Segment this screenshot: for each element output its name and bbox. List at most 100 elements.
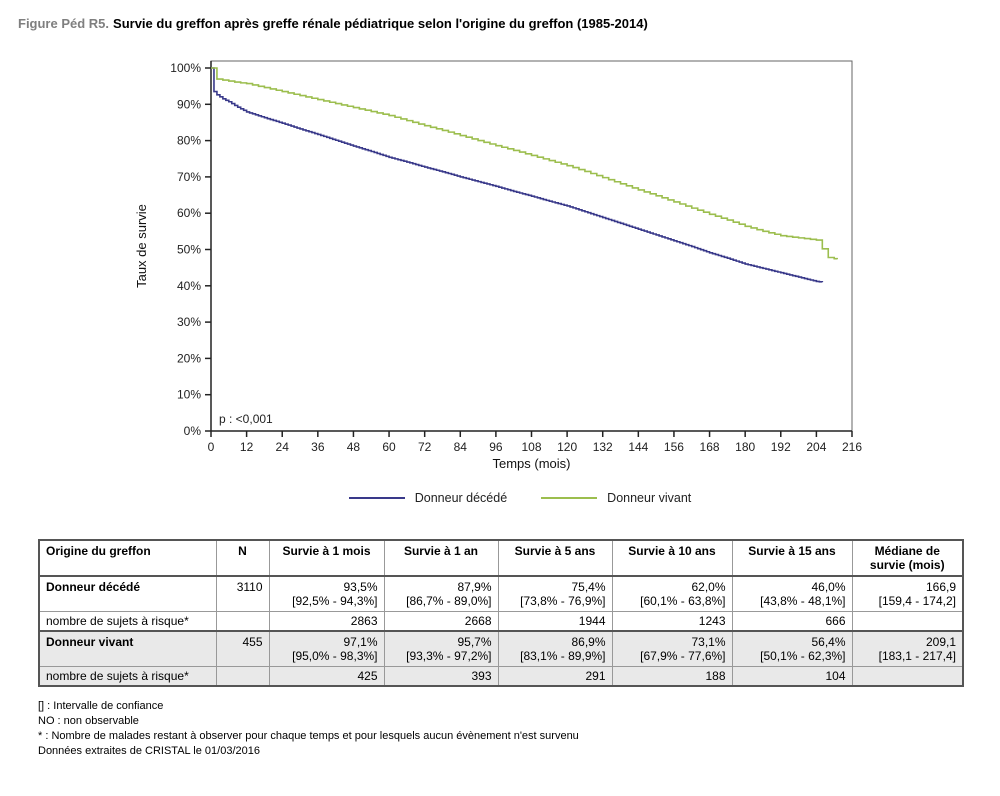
- svg-text:192: 192: [771, 440, 791, 454]
- figure-title: Figure Péd R5. Survie du greffon après gr…: [18, 16, 1000, 31]
- table-cell: 56,4% [50,1% - 62,3%]: [731, 630, 853, 667]
- col-header-n: N: [215, 539, 270, 577]
- footnote-ci: [] : Intervalle de confiance: [38, 700, 164, 712]
- footnote-no: NO : non observable: [38, 715, 139, 727]
- svg-text:72: 72: [418, 440, 432, 454]
- svg-text:144: 144: [628, 440, 648, 454]
- confidence-interval: [43,8% - 48,1%]: [760, 594, 846, 608]
- svg-text:96: 96: [489, 440, 503, 454]
- confidence-interval: [95,0% - 98,3%]: [292, 649, 378, 663]
- value: 209,1: [925, 635, 956, 649]
- table-cell: 209,1 [183,1 - 217,4]: [851, 630, 964, 667]
- table-cell: 46,0% [43,8% - 48,1%]: [731, 575, 853, 612]
- svg-text:216: 216: [842, 440, 862, 454]
- table-cell: 87,9% [86,7% - 89,0%]: [383, 575, 499, 612]
- table-cell: 86,9% [83,1% - 89,9%]: [497, 630, 613, 667]
- footnote-risk: * : Nombre de malades restant à observer…: [38, 730, 579, 742]
- legend-label-donneur-vivant: Donneur vivant: [607, 491, 692, 505]
- results-table: Origine du greffon N Survie à 1 mois Sur…: [38, 539, 964, 687]
- svg-text:100%: 100%: [170, 61, 201, 75]
- table-cell: 73,1% [67,9% - 77,6%]: [611, 630, 733, 667]
- value: 95,7%: [457, 635, 492, 649]
- svg-text:48: 48: [347, 440, 361, 454]
- row-donneur-vivant: Donneur vivant 455 97,1% [95,0% - 98,3%] …: [38, 630, 964, 667]
- table-cell: 1944: [497, 611, 613, 632]
- table-cell: nombre de sujets à risque*: [38, 611, 217, 632]
- svg-text:24: 24: [276, 440, 290, 454]
- table-cell: 425: [268, 666, 385, 687]
- col-header-mediane: Médiane de survie (mois): [851, 539, 964, 577]
- table-cell: Donneur vivant: [38, 630, 217, 667]
- row-donneur-decede: Donneur décédé 3110 93,5% [92,5% - 94,3%]…: [38, 575, 964, 612]
- table-cell: [851, 611, 964, 632]
- table-cell: 97,1% [95,0% - 98,3%]: [268, 630, 385, 667]
- legend-item-donneur-vivant: Donneur vivant: [541, 491, 691, 505]
- survival-chart: 0% 10% 20% 30% 40% 50% 60% 70% 80% 90% 100% 0 12 24 36…: [134, 60, 862, 471]
- col-header-survie-15ans: Survie à 15 ans: [731, 539, 853, 577]
- table-cell: nombre de sujets à risque*: [38, 666, 217, 687]
- col-header-survie-10ans: Survie à 10 ans: [611, 539, 733, 577]
- svg-text:120: 120: [557, 440, 577, 454]
- value: 166,9: [925, 580, 956, 594]
- svg-text:0: 0: [208, 440, 215, 454]
- confidence-interval: [83,1% - 89,9%]: [520, 649, 606, 663]
- value: 46,0%: [811, 580, 846, 594]
- table-cell: 166,9 [159,4 - 174,2]: [851, 575, 964, 612]
- table-cell: 188: [611, 666, 733, 687]
- table-cell: [851, 666, 964, 687]
- svg-text:30%: 30%: [177, 315, 201, 329]
- svg-text:12: 12: [240, 440, 254, 454]
- svg-text:Taux de survie: Taux de survie: [134, 204, 149, 288]
- figure-number: Figure Péd R5.: [18, 16, 110, 31]
- table-cell: 104: [731, 666, 853, 687]
- table-cell: 291: [497, 666, 613, 687]
- confidence-interval: [67,9% - 77,6%]: [640, 649, 726, 663]
- svg-text:36: 36: [311, 440, 325, 454]
- legend-line-donneur-decede: [348, 497, 405, 499]
- svg-text:168: 168: [700, 440, 720, 454]
- table-cell: 666: [731, 611, 853, 632]
- svg-text:10%: 10%: [177, 388, 201, 402]
- svg-text:40%: 40%: [177, 279, 201, 293]
- chart-legend: Donneur décédé Donneur vivant: [120, 491, 920, 505]
- table-cell: 1243: [611, 611, 733, 632]
- svg-text:108: 108: [521, 440, 541, 454]
- value: 56,4%: [811, 635, 846, 649]
- svg-text:Temps (mois): Temps (mois): [492, 456, 570, 471]
- value: 75,4%: [571, 580, 606, 594]
- table-cell: 455: [215, 630, 270, 667]
- value: 93,5%: [343, 580, 378, 594]
- table-cell: 393: [383, 666, 499, 687]
- table-cell: Donneur décédé: [38, 575, 217, 612]
- value: 87,9%: [457, 580, 492, 594]
- confidence-interval: [86,7% - 89,0%]: [406, 594, 492, 608]
- svg-text:60%: 60%: [177, 206, 201, 220]
- confidence-interval: [159,4 - 174,2]: [878, 594, 956, 608]
- legend-label-donneur-decede: Donneur décédé: [414, 491, 508, 505]
- table-cell: 75,4% [73,8% - 76,9%]: [497, 575, 613, 612]
- svg-text:204: 204: [806, 440, 826, 454]
- table-cell: 3110: [215, 575, 270, 612]
- svg-text:p : <0,001: p : <0,001: [219, 412, 273, 426]
- confidence-interval: [93,3% - 97,2%]: [406, 649, 492, 663]
- table-header-row: Origine du greffon N Survie à 1 mois Sur…: [38, 539, 964, 577]
- svg-text:132: 132: [593, 440, 613, 454]
- row-risk-decede: nombre de sujets à risque* 2863 2668 194…: [38, 611, 964, 632]
- table-cell: 62,0% [60,1% - 63,8%]: [611, 575, 733, 612]
- row-risk-vivant: nombre de sujets à risque* 425 393 291 1…: [38, 666, 964, 687]
- svg-text:180: 180: [735, 440, 755, 454]
- svg-text:70%: 70%: [177, 170, 201, 184]
- value: 62,0%: [691, 580, 726, 594]
- table-cell: 93,5% [92,5% - 94,3%]: [268, 575, 385, 612]
- svg-text:84: 84: [454, 440, 468, 454]
- col-header-survie-5ans: Survie à 5 ans: [497, 539, 613, 577]
- confidence-interval: [50,1% - 62,3%]: [760, 649, 846, 663]
- svg-text:90%: 90%: [177, 97, 201, 111]
- svg-text:20%: 20%: [177, 351, 201, 365]
- svg-text:50%: 50%: [177, 243, 201, 257]
- footnotes: [] : Intervalle de confiance NO : non ob…: [38, 699, 1000, 759]
- col-header-survie-1an: Survie à 1 an: [383, 539, 499, 577]
- table-cell: 2863: [268, 611, 385, 632]
- svg-text:80%: 80%: [177, 134, 201, 148]
- col-header-survie-1mois: Survie à 1 mois: [268, 539, 385, 577]
